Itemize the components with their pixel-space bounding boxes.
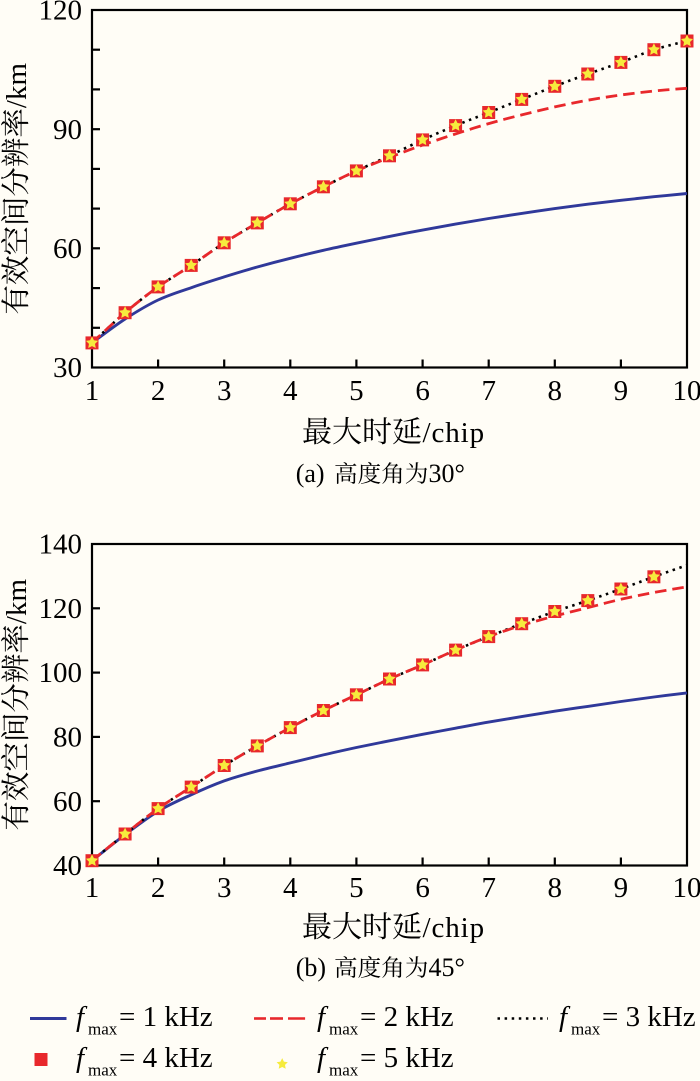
svg-text:90: 90 — [53, 114, 82, 146]
svg-text:max: max — [88, 1061, 118, 1080]
svg-text:= 5 kHz: = 5 kHz — [360, 1042, 454, 1074]
svg-text:(a): (a) — [296, 459, 325, 488]
svg-text:45°: 45° — [429, 953, 465, 982]
svg-text:60: 60 — [53, 786, 82, 818]
svg-text:30: 30 — [53, 352, 82, 384]
svg-text:/chip: /chip — [423, 417, 486, 449]
svg-text:4: 4 — [283, 375, 298, 407]
svg-text:/km: /km — [1, 63, 33, 109]
svg-text:/km: /km — [1, 579, 33, 625]
svg-text:5: 5 — [349, 872, 364, 904]
svg-text:40: 40 — [53, 850, 82, 882]
svg-text:7: 7 — [481, 375, 496, 407]
svg-text:6: 6 — [415, 872, 430, 904]
svg-text:max: max — [329, 1020, 359, 1039]
svg-text:1: 1 — [85, 375, 100, 407]
svg-text:6: 6 — [415, 375, 430, 407]
svg-text:2: 2 — [151, 375, 166, 407]
svg-text:2: 2 — [151, 872, 166, 904]
svg-text:9: 9 — [614, 375, 629, 407]
svg-text:= 2 kHz: = 2 kHz — [360, 1001, 454, 1033]
svg-text:30°: 30° — [429, 459, 465, 488]
svg-text:= 4 kHz: = 4 kHz — [119, 1042, 213, 1074]
svg-text:/chip: /chip — [423, 912, 486, 944]
svg-text:140: 140 — [39, 529, 83, 561]
svg-text:100: 100 — [39, 657, 83, 689]
svg-text:= 3 kHz: = 3 kHz — [602, 1001, 696, 1033]
svg-text:max: max — [329, 1061, 359, 1080]
svg-text:= 1 kHz: = 1 kHz — [119, 1001, 213, 1033]
svg-text:3: 3 — [217, 375, 232, 407]
svg-text:120: 120 — [39, 593, 83, 625]
svg-text:(b): (b) — [296, 953, 326, 982]
svg-text:10: 10 — [673, 375, 700, 407]
svg-text:7: 7 — [481, 872, 496, 904]
svg-text:5: 5 — [349, 375, 364, 407]
svg-text:max: max — [571, 1020, 601, 1039]
svg-text:60: 60 — [53, 233, 82, 265]
svg-text:120: 120 — [39, 0, 83, 27]
svg-text:3: 3 — [217, 872, 232, 904]
svg-text:80: 80 — [53, 722, 82, 754]
svg-text:1: 1 — [85, 872, 100, 904]
svg-text:8: 8 — [548, 872, 563, 904]
svg-text:9: 9 — [614, 872, 629, 904]
svg-text:10: 10 — [673, 872, 700, 904]
svg-text:max: max — [88, 1020, 118, 1039]
svg-text:4: 4 — [283, 872, 298, 904]
svg-text:8: 8 — [548, 375, 563, 407]
